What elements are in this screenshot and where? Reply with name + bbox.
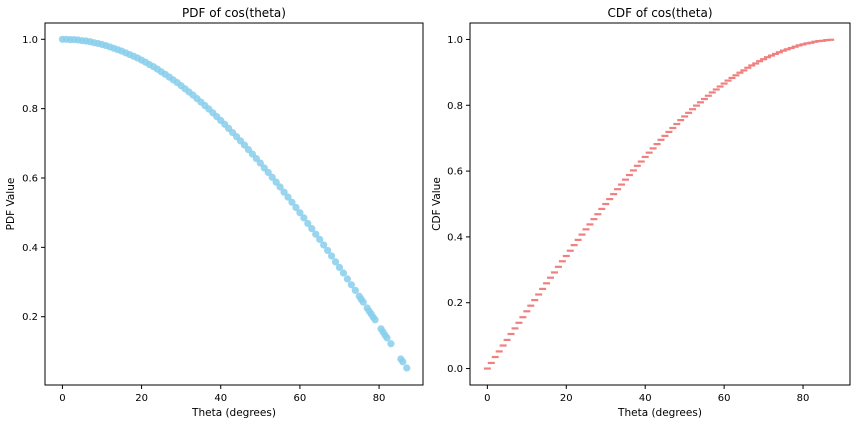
pdf-data-point-89 bbox=[399, 358, 407, 366]
pdf-data-point-70 bbox=[335, 263, 344, 272]
pdf-data-point-61 bbox=[300, 214, 308, 222]
cdf-x-tick-label-2: 40 bbox=[639, 393, 652, 404]
cdf-y-tick-label-3: 0.6 bbox=[447, 167, 463, 178]
cdf-chart: CDF of cos(theta) 0 20 40 60 80 0.0 0.2 0.4 0.6… bbox=[431, 6, 851, 419]
pdf-x-tick-label-1: 20 bbox=[135, 393, 148, 404]
cdf-y-tick-label-2: 0.4 bbox=[447, 232, 463, 243]
pdf-data-point-73 bbox=[347, 281, 355, 289]
pdf-data-point-57 bbox=[284, 193, 292, 201]
pdf-y-tick-label-3: 0.8 bbox=[22, 104, 38, 115]
pdf-data-point-71 bbox=[339, 269, 348, 277]
pdf-data-point-65 bbox=[316, 235, 324, 243]
cdf-scatter-points bbox=[483, 38, 835, 370]
cdf-x-axis-ticks: 0 20 40 60 80 bbox=[484, 385, 809, 404]
pdf-data-point-86 bbox=[383, 334, 391, 342]
pdf-data-point-50 bbox=[256, 159, 264, 167]
pdf-y-axis-label: PDF Value bbox=[5, 178, 17, 231]
pdf-data-point-55 bbox=[276, 183, 284, 191]
cdf-x-tick-label-1: 20 bbox=[560, 393, 573, 404]
cdf-x-tick-label-0: 0 bbox=[484, 393, 490, 404]
pdf-x-axis-ticks: 0 20 40 60 80 bbox=[59, 385, 385, 404]
pdf-y-tick-label-1: 0.4 bbox=[22, 243, 38, 254]
pdf-data-point-66 bbox=[320, 241, 328, 249]
pdf-x-tick-label-3: 60 bbox=[294, 393, 307, 404]
pdf-data-point-87 bbox=[387, 340, 395, 348]
pdf-data-point-63 bbox=[308, 225, 316, 233]
cdf-plot-frame bbox=[469, 22, 851, 386]
pdf-chart-title: PDF of cos(theta) bbox=[182, 6, 286, 20]
pdf-x-tick-label-2: 40 bbox=[214, 393, 227, 404]
cdf-y-tick-label-0: 0.0 bbox=[447, 364, 463, 375]
cdf-y-tick-label-1: 0.2 bbox=[447, 298, 463, 309]
pdf-data-point-74 bbox=[351, 286, 359, 294]
cdf-y-tick-label-5: 1.0 bbox=[447, 35, 463, 46]
pdf-data-point-56 bbox=[280, 188, 288, 196]
pdf-y-axis-ticks: 0.2 0.4 0.6 0.8 1.0 bbox=[22, 35, 45, 323]
pdf-data-point-54 bbox=[272, 178, 280, 186]
cdf-y-tick-label-4: 0.8 bbox=[447, 101, 463, 112]
pdf-chart: PDF of cos(theta) 0 20 40 60 80 0.2 0.4 0.6 0.8… bbox=[5, 6, 424, 419]
pdf-x-axis-label: Theta (degrees) bbox=[191, 407, 276, 419]
cdf-chart-title: CDF of cos(theta) bbox=[607, 6, 712, 20]
pdf-data-point-68 bbox=[327, 252, 336, 260]
pdf-data-point-72 bbox=[343, 275, 351, 283]
pdf-x-tick-label-4: 80 bbox=[373, 393, 386, 404]
cdf-x-tick-label-4: 80 bbox=[797, 393, 810, 404]
pdf-data-point-58 bbox=[288, 198, 296, 206]
pdf-data-point-52 bbox=[264, 168, 272, 177]
pdf-scatter-points bbox=[58, 35, 411, 372]
pdf-data-point-60 bbox=[296, 209, 304, 217]
pdf-y-tick-label-2: 0.6 bbox=[22, 173, 38, 184]
cdf-y-axis-ticks: 0.0 0.2 0.4 0.6 0.8 1.0 bbox=[447, 35, 470, 375]
pdf-y-tick-label-0: 0.2 bbox=[22, 312, 38, 323]
pdf-data-point-59 bbox=[292, 203, 300, 212]
pdf-x-tick-label-0: 0 bbox=[59, 393, 65, 404]
pdf-y-tick-label-4: 1.0 bbox=[22, 35, 38, 46]
pdf-data-point-82 bbox=[371, 316, 379, 324]
cdf-x-axis-label: Theta (degrees) bbox=[617, 407, 702, 419]
pdf-data-point-64 bbox=[312, 230, 320, 238]
pdf-data-point-77 bbox=[359, 298, 367, 306]
pdf-data-point-67 bbox=[324, 246, 332, 255]
pdf-data-point-90 bbox=[403, 364, 411, 372]
cdf-x-tick-label-3: 60 bbox=[718, 393, 731, 404]
pdf-data-point-62 bbox=[304, 219, 312, 228]
pdf-plot-frame bbox=[44, 22, 424, 386]
pdf-data-point-69 bbox=[331, 258, 340, 266]
cdf-y-axis-label: CDF Value bbox=[431, 177, 443, 231]
pdf-data-point-53 bbox=[268, 173, 276, 181]
